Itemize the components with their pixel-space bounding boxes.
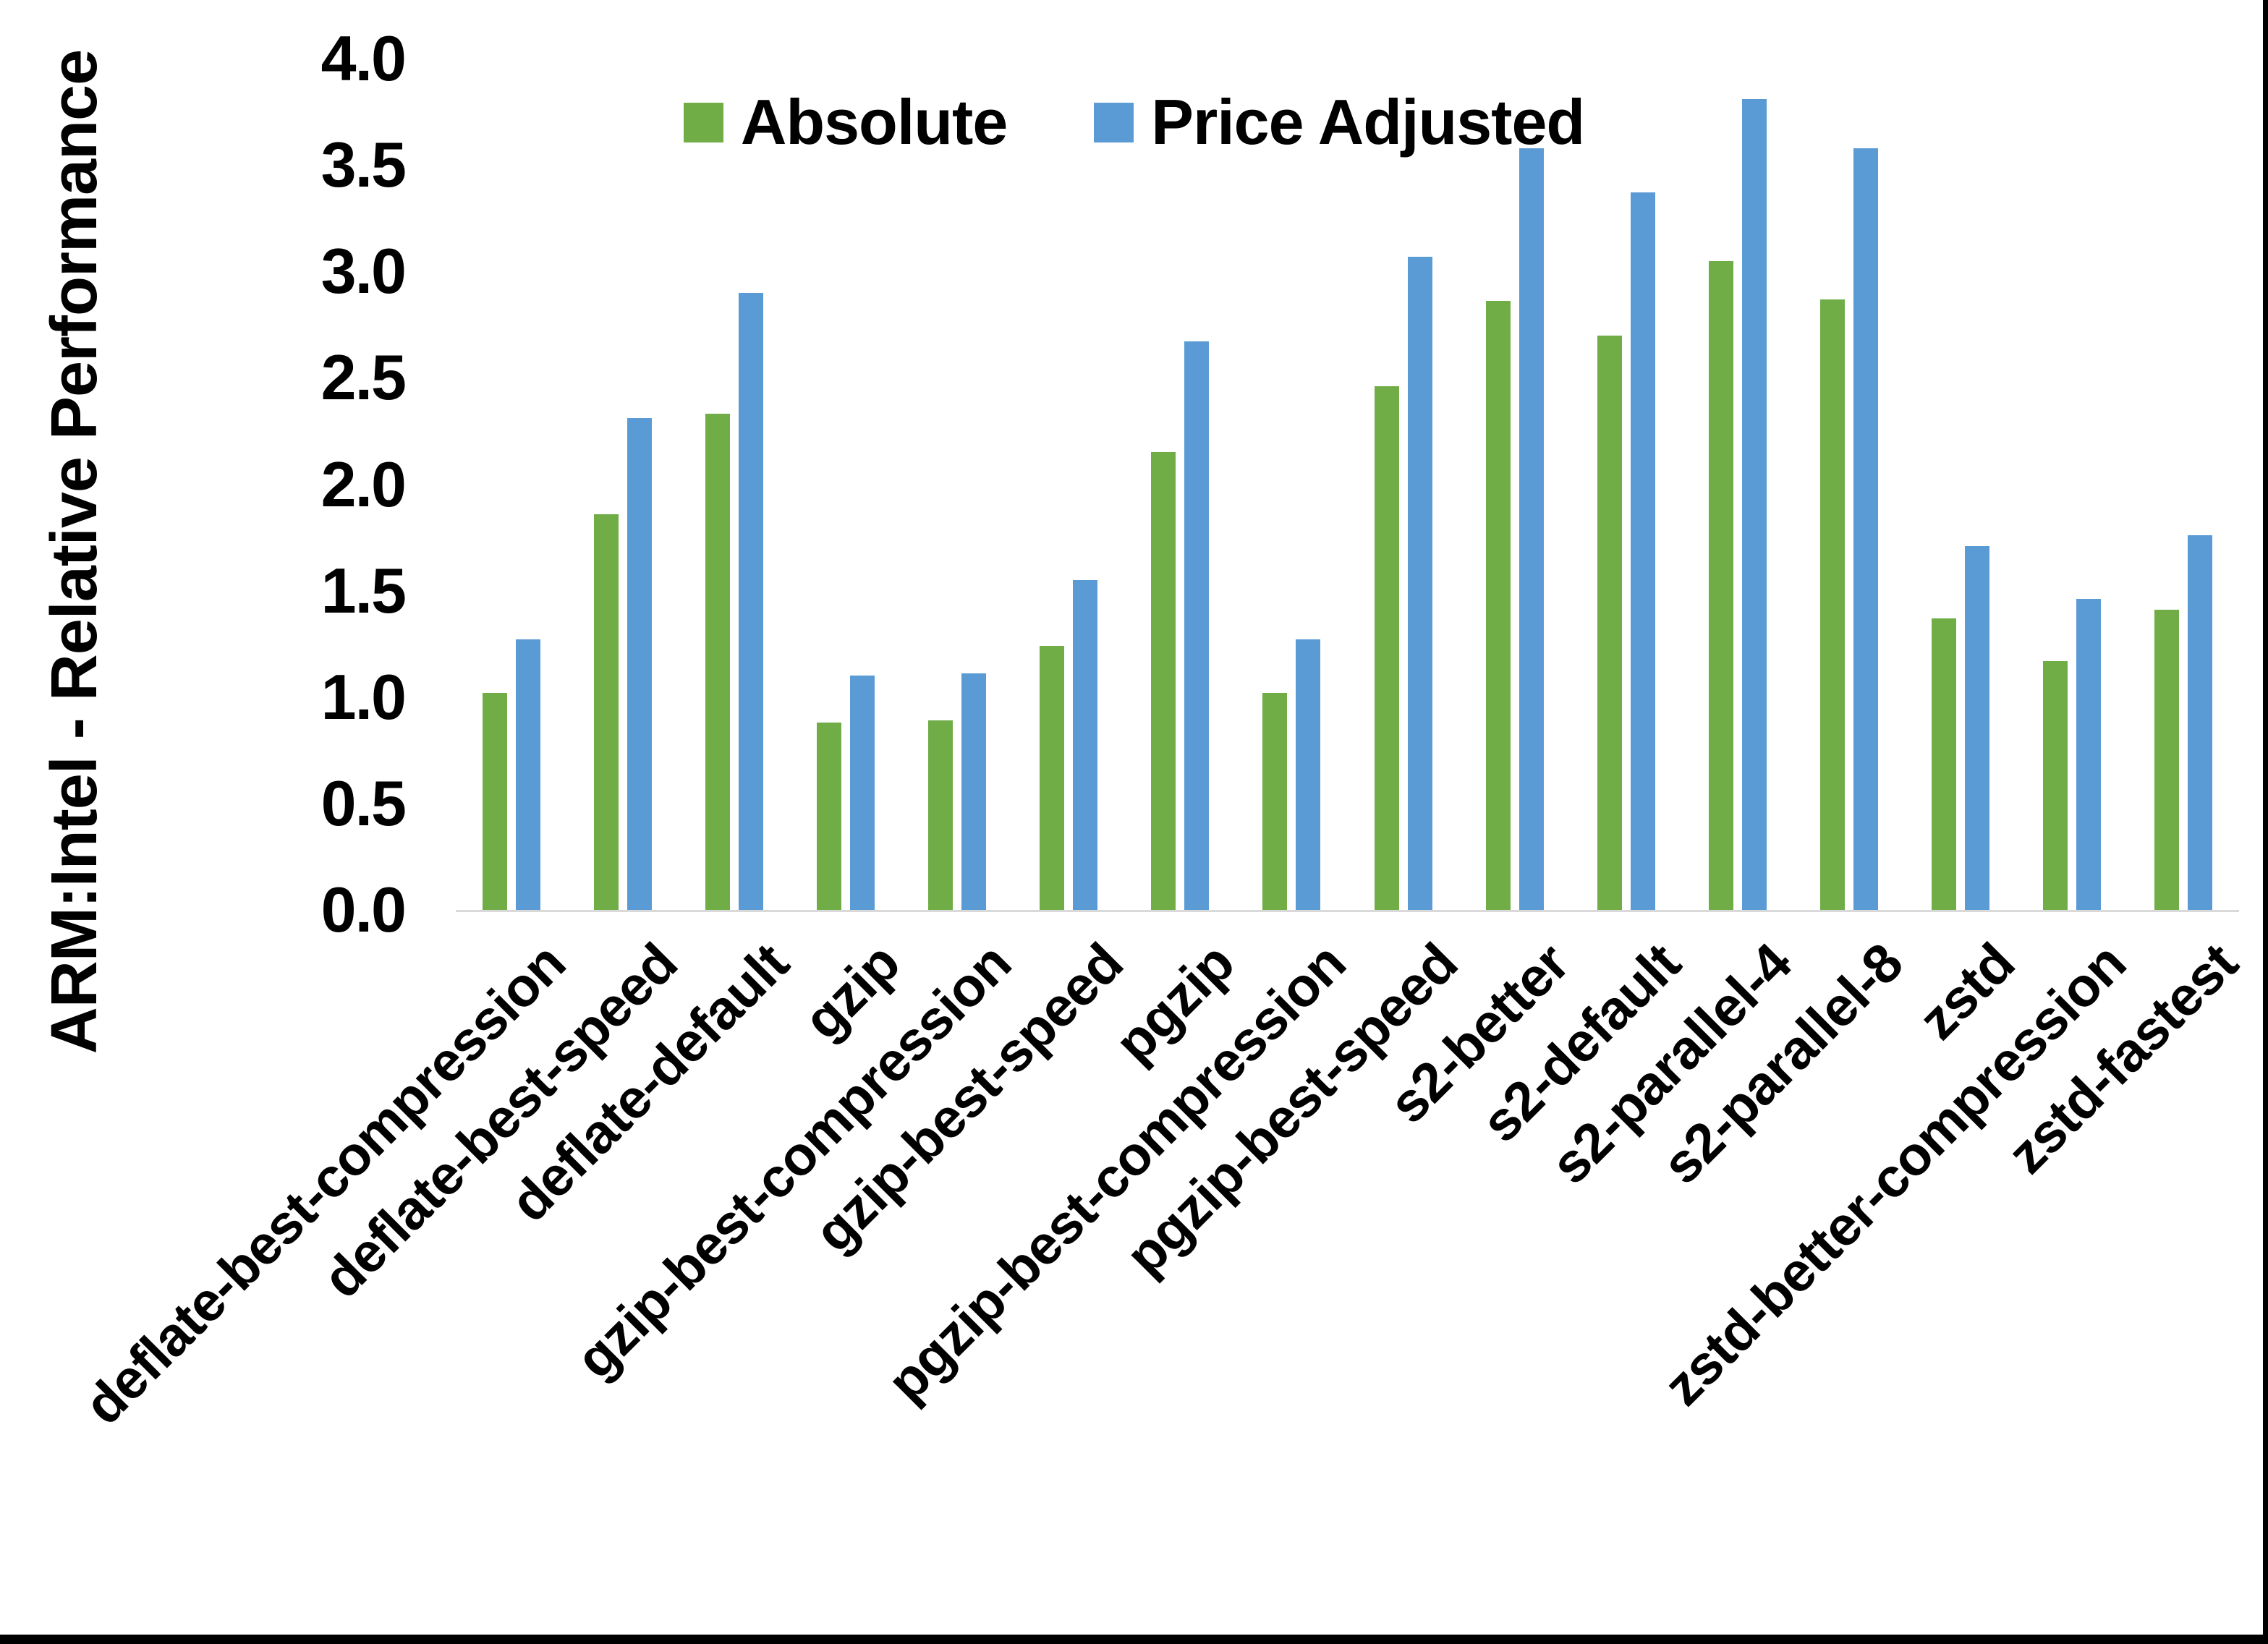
bar-price-adjusted bbox=[1407, 256, 1432, 910]
y-tick-label: 1.0 bbox=[320, 660, 407, 733]
bar-price-adjusted bbox=[1519, 148, 1544, 910]
bar-price-adjusted bbox=[1184, 341, 1210, 910]
bar-absolute bbox=[1151, 452, 1176, 910]
bar-absolute bbox=[2042, 660, 2068, 910]
bar-group bbox=[817, 59, 875, 910]
bar-price-adjusted bbox=[1964, 545, 1989, 910]
bar-absolute bbox=[928, 720, 954, 910]
bar-group bbox=[705, 59, 764, 910]
bar-absolute bbox=[1708, 260, 1733, 910]
bar-group bbox=[2042, 59, 2101, 910]
bar-price-adjusted bbox=[1630, 192, 1655, 910]
bar-group bbox=[1485, 59, 1544, 910]
bars-container bbox=[456, 59, 2239, 910]
plot-area bbox=[456, 59, 2239, 912]
frame-right-edge bbox=[2263, 0, 2268, 1644]
bar-group bbox=[1708, 59, 1767, 910]
bar-absolute bbox=[483, 692, 508, 910]
bar-group bbox=[1819, 59, 1878, 910]
bar-group bbox=[1374, 59, 1432, 910]
bar-price-adjusted bbox=[1853, 148, 1878, 910]
bar-price-adjusted bbox=[850, 676, 875, 910]
y-tick-label: 4.0 bbox=[320, 22, 407, 94]
bar-absolute bbox=[594, 514, 619, 910]
bar-absolute bbox=[2154, 610, 2179, 910]
x-axis-label: deflate-best-compression bbox=[72, 932, 577, 1436]
frame-bottom-edge bbox=[0, 1635, 2268, 1644]
bar-group bbox=[1040, 59, 1098, 910]
bar-absolute bbox=[1040, 646, 1065, 910]
bar-group bbox=[2154, 59, 2212, 910]
bar-price-adjusted bbox=[739, 292, 764, 910]
bar-absolute bbox=[705, 414, 731, 910]
y-tick-label: 3.5 bbox=[320, 129, 407, 201]
y-tick-label: 2.0 bbox=[320, 448, 407, 520]
bar-absolute bbox=[1597, 335, 1622, 910]
bar-absolute bbox=[1374, 386, 1399, 910]
y-tick-label: 2.5 bbox=[320, 341, 407, 414]
bar-price-adjusted bbox=[1741, 98, 1767, 910]
bar-group bbox=[483, 59, 541, 910]
bar-absolute bbox=[1262, 692, 1288, 910]
bar-price-adjusted bbox=[2187, 535, 2212, 910]
bar-group bbox=[1931, 59, 1989, 910]
bar-group bbox=[594, 59, 653, 910]
bar-group bbox=[1151, 59, 1210, 910]
bar-absolute bbox=[1819, 299, 1845, 910]
bar-price-adjusted bbox=[627, 418, 653, 910]
bar-absolute bbox=[1485, 301, 1511, 910]
bar-group bbox=[1597, 59, 1655, 910]
y-tick-label: 3.0 bbox=[320, 235, 407, 307]
bar-absolute bbox=[1931, 618, 1956, 910]
bar-group bbox=[928, 59, 987, 910]
bar-price-adjusted bbox=[1073, 579, 1098, 910]
bar-price-adjusted bbox=[2076, 599, 2101, 910]
bar-price-adjusted bbox=[516, 639, 541, 910]
x-axis-tick-labels: deflate-best-compression deflate-best-spe… bbox=[73, 910, 2249, 1633]
bar-price-adjusted bbox=[961, 673, 987, 910]
y-tick-label: 1.5 bbox=[320, 554, 407, 626]
bar-absolute bbox=[817, 723, 842, 910]
bar-group bbox=[1262, 59, 1321, 910]
y-tick-label: 0.0 bbox=[320, 874, 407, 945]
y-tick-label: 0.5 bbox=[320, 767, 407, 839]
y-axis-tick-labels: 4.0 3.5 3.0 2.5 2.0 1.5 1.0 0.5 0.0 bbox=[0, 22, 407, 945]
bar-price-adjusted bbox=[1296, 639, 1321, 910]
